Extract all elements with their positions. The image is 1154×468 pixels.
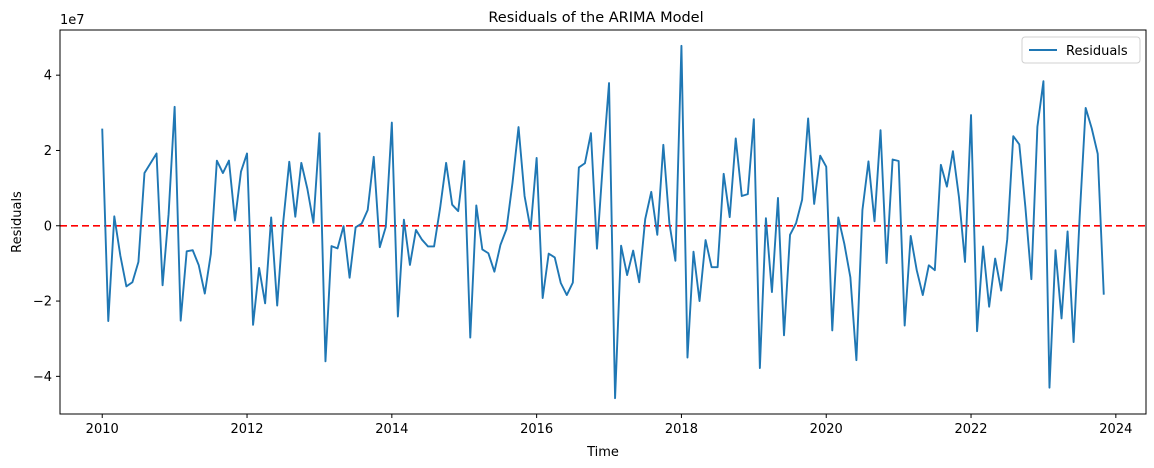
plot-area: [59, 29, 1147, 415]
legend-box: [1021, 36, 1141, 64]
x-tick-label: 2022: [954, 422, 987, 437]
y-scale-label: 1e7: [60, 13, 85, 28]
x-tick-label: 2024: [1099, 422, 1132, 437]
x-axis-label: Time: [586, 445, 619, 460]
x-tick-label: 2010: [86, 422, 119, 437]
legend: Residuals: [1021, 36, 1141, 64]
y-axis: −4 −2 0 2 4: [33, 69, 60, 385]
y-axis-label: Residuals: [10, 191, 25, 253]
plot-background: [60, 30, 1146, 414]
x-tick-label: 2018: [665, 422, 698, 437]
y-tick-label: −4: [33, 370, 52, 385]
plot-frame: [59, 29, 1147, 415]
chart-title: Residuals of the ARIMA Model: [488, 10, 703, 26]
x-tick-label: 2014: [375, 422, 408, 437]
x-tick-label: 2016: [520, 422, 553, 437]
x-tick-label: 2020: [810, 422, 843, 437]
y-tick-label: −2: [33, 295, 52, 310]
y-tick-label: 2: [44, 144, 52, 159]
y-tick-label: 4: [44, 69, 52, 84]
x-axis: 2010 2012 2014 2016 2018 2020 2022 2024: [86, 414, 1132, 437]
x-tick-label: 2012: [230, 422, 263, 437]
y-tick-label: 0: [44, 219, 52, 234]
residuals-line: [101, 44, 1105, 400]
legend-label-residuals: Residuals: [1066, 44, 1128, 59]
